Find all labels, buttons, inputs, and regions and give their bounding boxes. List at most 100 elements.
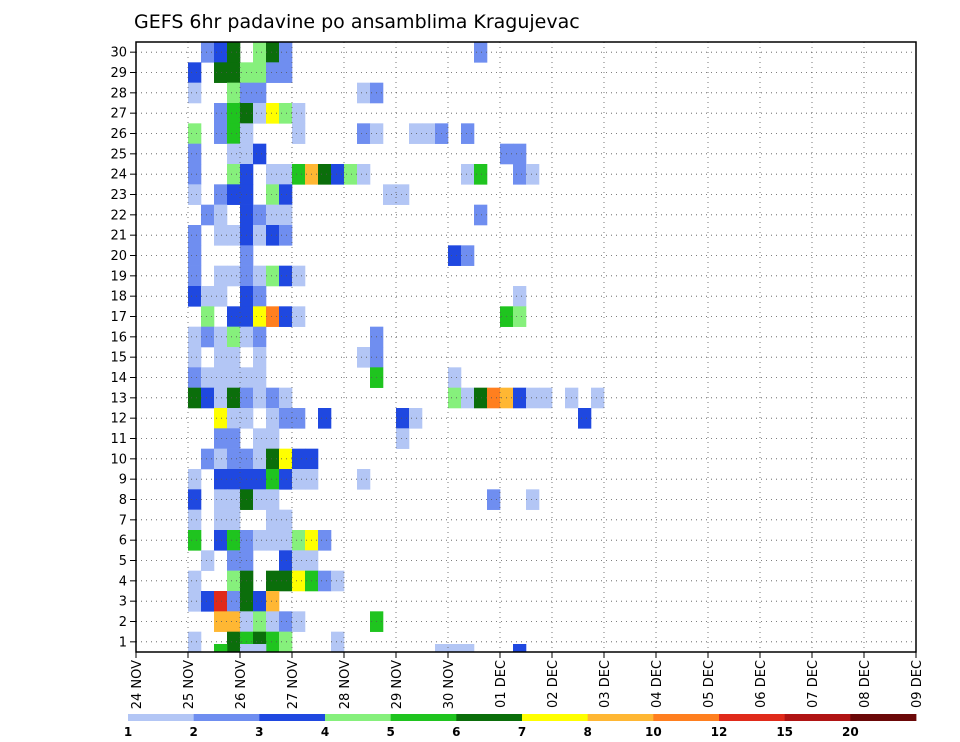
precip-cell — [188, 469, 202, 490]
precip-cell — [266, 265, 280, 287]
precip-cell — [266, 306, 280, 327]
colorbar-label: 10 — [645, 725, 662, 739]
precip-cell — [227, 591, 241, 612]
precip-cell — [266, 611, 280, 632]
precip-cell — [539, 387, 553, 409]
precip-cell — [188, 591, 202, 612]
y-tick-label: 19 — [110, 269, 127, 284]
precip-cell — [266, 448, 280, 470]
y-tick-label: 21 — [110, 229, 127, 244]
precip-cell — [227, 123, 241, 144]
colorbar-label: 12 — [711, 725, 728, 739]
y-tick-label: 7 — [119, 513, 127, 528]
x-axis: 24 NOV 25 NOV 26 NOV 27 NOV 28 NOV 29 NOV 30 N… — [130, 652, 925, 709]
precip-cell — [266, 103, 280, 124]
precip-cell — [227, 428, 241, 449]
y-tick-label: 8 — [119, 493, 127, 508]
precip-cell — [227, 509, 241, 531]
precip-cell — [214, 644, 228, 653]
y-tick-label: 4 — [119, 574, 127, 589]
precip-cell — [227, 530, 241, 551]
precip-cell — [253, 347, 267, 368]
precip-cell — [214, 611, 228, 632]
precip-cell — [188, 489, 202, 510]
precip-cell — [292, 265, 306, 287]
grid-lines — [136, 42, 916, 652]
y-tick-label: 2 — [119, 615, 127, 630]
precip-cell — [188, 62, 202, 83]
precip-cell — [292, 123, 306, 144]
plot-frame — [135, 41, 917, 653]
precip-cell — [201, 448, 215, 470]
y-tick-label: 5 — [119, 554, 127, 569]
y-tick-label: 24 — [110, 168, 127, 183]
precip-cell — [188, 530, 202, 551]
precip-cell — [279, 164, 293, 185]
precip-cell — [396, 408, 410, 429]
precip-cell — [188, 184, 202, 205]
precip-cell — [214, 204, 228, 226]
precip-cell — [253, 225, 267, 246]
x-tick-label: 27 NOV — [286, 660, 301, 709]
y-tick-label: 12 — [110, 412, 127, 427]
y-tick-label: 16 — [110, 330, 127, 345]
precip-cell — [513, 164, 527, 185]
precip-cell — [201, 550, 215, 571]
colorbar-swatch — [390, 714, 457, 721]
precip-cell — [292, 570, 306, 592]
precip-cell — [513, 306, 527, 327]
precip-cell — [227, 367, 241, 388]
colorbar-label: 6 — [452, 725, 460, 739]
y-tick-label: 23 — [110, 188, 127, 203]
precip-cell — [266, 509, 280, 531]
precip-cell — [227, 184, 241, 205]
precip-cell — [266, 469, 280, 490]
precip-cell — [227, 611, 241, 632]
precip-cell — [253, 367, 267, 388]
precip-cell — [474, 42, 488, 63]
precip-cell — [253, 489, 267, 510]
y-tick-label: 9 — [119, 473, 127, 488]
colorbar-swatch — [587, 714, 654, 721]
precip-cell — [240, 644, 254, 653]
precip-cell — [227, 408, 241, 429]
precip-cell — [227, 387, 241, 409]
precip-cell — [253, 103, 267, 124]
precip-cell — [253, 591, 267, 612]
precip-cell — [214, 326, 228, 348]
precip-cell — [461, 387, 475, 409]
y-tick-label: 13 — [110, 391, 127, 406]
precip-cell — [188, 82, 202, 104]
precip-cell — [214, 387, 228, 409]
precip-cell — [292, 448, 306, 470]
x-tick-label: 03 DEC — [598, 660, 613, 708]
precip-cell — [474, 204, 488, 226]
precip-cells — [188, 42, 605, 653]
colorbar-swatch — [128, 714, 195, 721]
precip-cell — [227, 489, 241, 510]
precip-cell — [188, 387, 202, 409]
precip-cell — [227, 103, 241, 124]
precip-cell — [526, 387, 540, 409]
precip-cell — [266, 164, 280, 185]
precip-cell — [266, 42, 280, 63]
colorbar-swatch — [456, 714, 523, 721]
precip-cell — [214, 509, 228, 531]
colorbar-label: 7 — [518, 725, 526, 739]
colorbar-swatch — [522, 714, 589, 721]
y-tick-label: 30 — [110, 46, 127, 61]
precip-cell — [461, 245, 475, 266]
y-tick-label: 27 — [110, 107, 127, 122]
precip-cell — [279, 62, 293, 83]
x-tick-label: 28 NOV — [338, 660, 353, 709]
precip-cell — [422, 123, 436, 144]
precip-cell — [292, 550, 306, 571]
precip-cell — [188, 631, 202, 653]
precip-cell — [279, 570, 293, 592]
precip-cell — [409, 123, 423, 144]
colorbar-label: 15 — [776, 725, 793, 739]
precip-cell — [188, 347, 202, 368]
precip-cell — [266, 204, 280, 226]
precip-cell — [279, 184, 293, 205]
precip-cell — [513, 644, 527, 653]
